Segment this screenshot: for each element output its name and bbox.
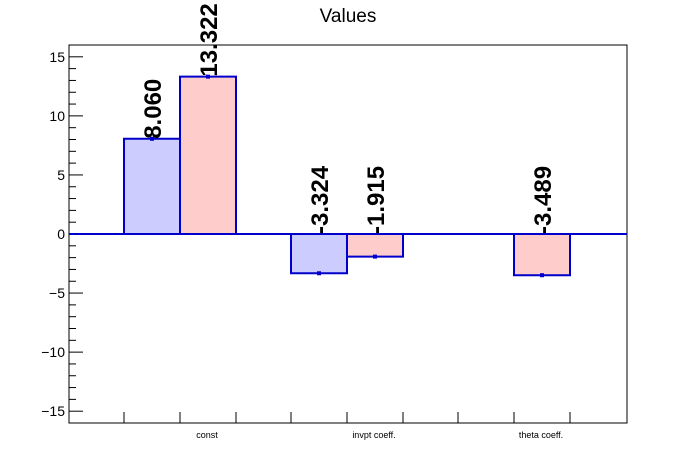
- bar-data-label: -3.489: [530, 166, 557, 234]
- y-tick-label: −10: [41, 344, 65, 360]
- x-category-label: theta coeff.: [519, 430, 563, 440]
- bar: [514, 234, 570, 276]
- bar-data-label: -1.915: [363, 166, 390, 234]
- bar: [180, 76, 236, 234]
- y-tick-label: 10: [49, 108, 65, 124]
- y-tick-label: 0: [57, 226, 65, 242]
- y-tick-label: −5: [49, 285, 65, 301]
- bar-data-label: -3.324: [307, 165, 334, 234]
- x-category-label: const: [196, 430, 218, 440]
- x-category-label: invpt coeff.: [352, 430, 395, 440]
- y-tick-label: −15: [41, 403, 65, 419]
- bar-value-marker: [317, 271, 321, 276]
- chart-title: Values: [319, 6, 377, 27]
- bar-value-marker: [373, 254, 377, 259]
- bar-value-marker: [206, 74, 210, 79]
- bar-value-marker: [150, 136, 154, 141]
- y-tick-label: 5: [57, 167, 65, 183]
- bar: [124, 138, 180, 234]
- bar-value-marker: [540, 273, 544, 278]
- bar-data-label: 13.322: [196, 3, 223, 76]
- bar: [291, 234, 347, 274]
- bar: [347, 234, 403, 257]
- bar-data-label: 8.060: [140, 79, 167, 139]
- y-tick-label: 15: [49, 49, 65, 65]
